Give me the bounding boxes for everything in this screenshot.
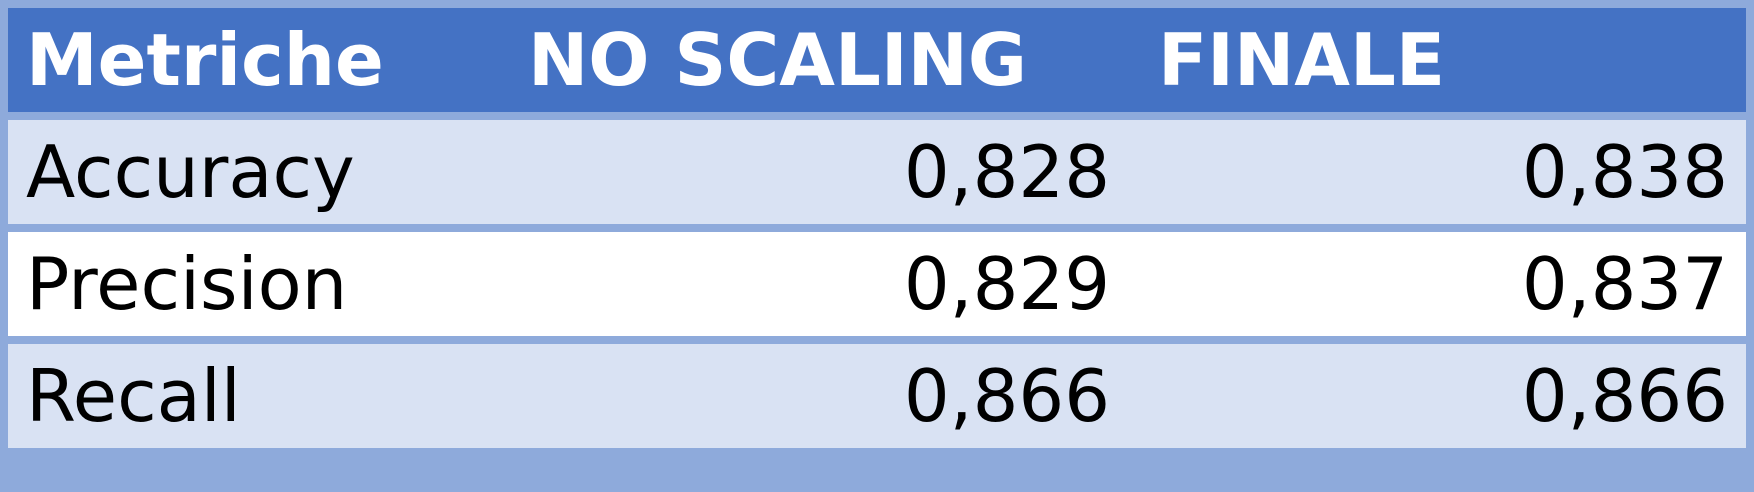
finale-value: 0,837 bbox=[1128, 232, 1746, 336]
no-scaling-value: 0,828 bbox=[508, 120, 1128, 224]
finale-value: 0,838 bbox=[1128, 120, 1746, 224]
header-no-scaling: NO SCALING bbox=[508, 8, 1128, 112]
metric-label: Accuracy bbox=[8, 120, 508, 224]
no-scaling-value: 0,829 bbox=[508, 232, 1128, 336]
metrics-table: Metriche NO SCALING FINALE Accuracy 0,82… bbox=[8, 0, 1746, 456]
header-metriche: Metriche bbox=[8, 8, 508, 112]
table-row: Recall 0,866 0,866 bbox=[8, 344, 1746, 448]
header-row: Metriche NO SCALING FINALE bbox=[8, 8, 1746, 112]
metric-label: Recall bbox=[8, 344, 508, 448]
table-row: Precision 0,829 0,837 bbox=[8, 232, 1746, 336]
no-scaling-value: 0,866 bbox=[508, 344, 1128, 448]
finale-value: 0,866 bbox=[1128, 344, 1746, 448]
header-finale: FINALE bbox=[1128, 8, 1746, 112]
metric-label: Precision bbox=[8, 232, 508, 336]
table-row: Accuracy 0,828 0,838 bbox=[8, 120, 1746, 224]
